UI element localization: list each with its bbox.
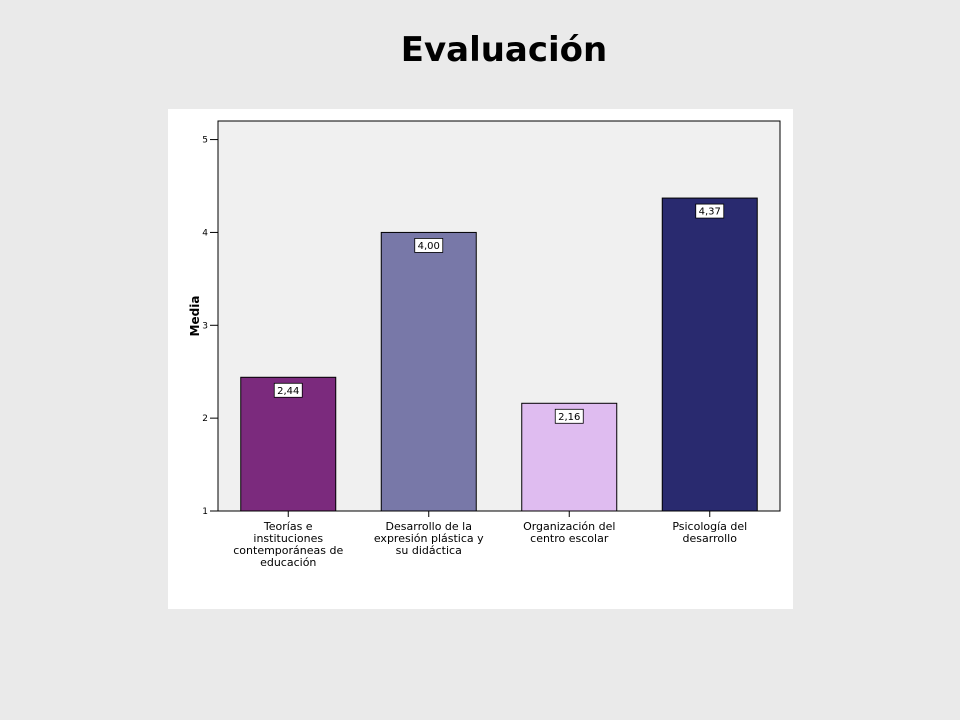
data-label-box (273, 382, 303, 398)
x-tick-label: Teorías e instituciones contemporáneas de e… (233, 520, 343, 569)
y-tick-label: 2 (202, 414, 208, 424)
data-label: 2,44 (277, 386, 299, 397)
x-tick-label: Desarrollo de la expresión plástica y su d… (374, 520, 484, 557)
bar-chart: 1 2 3 4 5 2,44 4,00 2,16 4,37 Teorías e instituc… (188, 120, 781, 569)
slide-title: Evaluación (400, 30, 608, 70)
y-tick-label: 1 (202, 507, 208, 517)
y-tick-label: 3 (202, 321, 208, 331)
chart-panel: 1 2 3 4 5 2,44 4,00 2,16 4,37 Teorías e instituc… (168, 109, 793, 609)
data-label-box (695, 203, 725, 219)
data-label-box (414, 238, 444, 253)
data-label: 2,16 (558, 412, 580, 423)
bar (661, 197, 758, 512)
y-axis: 1 2 3 4 5 (202, 136, 218, 517)
y-tick-label: 4 (202, 228, 208, 238)
data-label-box (554, 408, 584, 424)
x-axis-labels: Teorías e instituciones contemporáneas de e… (233, 511, 747, 569)
bar (380, 231, 477, 512)
data-label: 4,37 (699, 207, 721, 218)
y-axis-title: Media (188, 296, 202, 337)
data-label: 4,00 (418, 241, 440, 252)
x-tick-label: Psicología del desarrollo (672, 520, 747, 545)
x-tick-label: Organización del centro escolar (523, 520, 615, 545)
y-tick-label: 5 (202, 136, 208, 146)
bars: 2,44 4,00 2,16 4,37 (240, 197, 758, 512)
